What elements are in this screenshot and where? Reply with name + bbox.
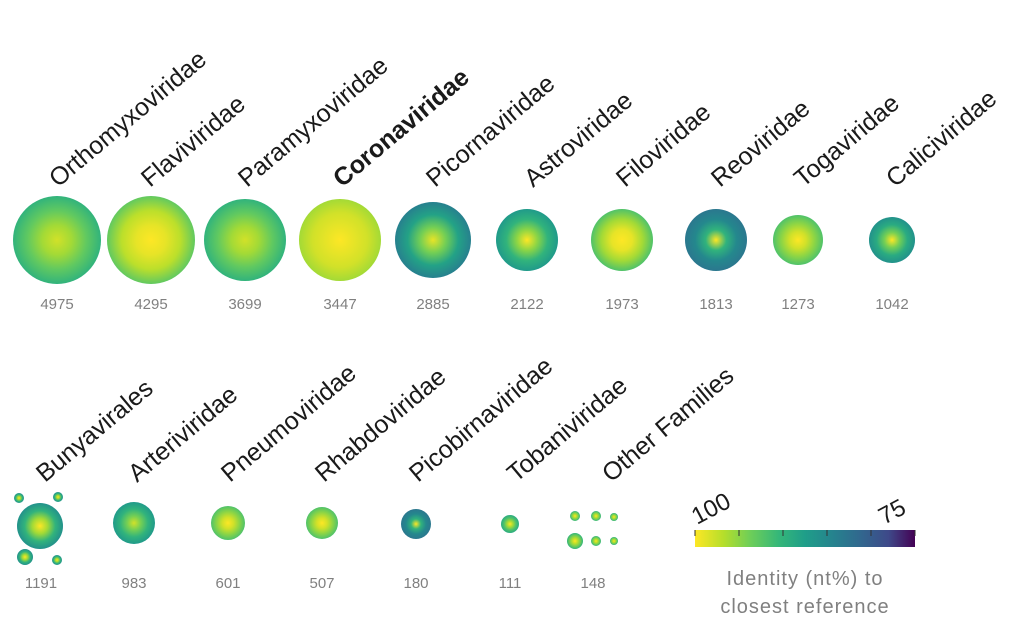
count-rhabdoviridae: 507 bbox=[309, 575, 334, 592]
bubble-astroviridae bbox=[496, 209, 558, 271]
colorbar-gradient bbox=[695, 530, 915, 547]
bubble-tobaniviridae bbox=[501, 515, 519, 533]
count-togaviridae: 1273 bbox=[781, 296, 814, 313]
bubble-flaviviridae bbox=[107, 196, 195, 284]
bubble-other-families-5 bbox=[591, 536, 601, 546]
bubble-other-families-3 bbox=[610, 513, 618, 521]
count-arteriviridae: 983 bbox=[121, 575, 146, 592]
bubble-picobirnaviridae bbox=[401, 509, 431, 539]
bubble-bunyavirales-small-4 bbox=[52, 555, 62, 565]
bubble-picornaviridae bbox=[395, 202, 471, 278]
count-bunyavirales: 1191 bbox=[25, 575, 57, 592]
bubble-bunyavirales-small-2 bbox=[53, 492, 63, 502]
colorbar: 100 75 Identity (nt%) to closest referen… bbox=[687, 488, 916, 618]
bubble-togaviridae bbox=[773, 215, 823, 265]
count-pneumoviridae: 601 bbox=[215, 575, 240, 592]
bubble-pneumoviridae bbox=[211, 506, 245, 540]
bubble-other-families-4 bbox=[567, 533, 583, 549]
bubble-orthomyxoviridae bbox=[13, 196, 101, 284]
bubble-other-families-6 bbox=[610, 537, 618, 545]
count-picobirnaviridae: 180 bbox=[403, 575, 428, 592]
count-reoviridae: 1813 bbox=[699, 296, 732, 313]
count-caliciviridae: 1042 bbox=[875, 296, 908, 313]
bubble-reoviridae bbox=[685, 209, 747, 271]
colorbar-title-line1: Identity (nt%) to bbox=[726, 568, 883, 590]
family-label-orthomyxoviridae: Orthomyxoviridae bbox=[44, 45, 212, 192]
bubble-other-families-1 bbox=[570, 511, 580, 521]
bubble-bunyavirales-small-3 bbox=[17, 549, 33, 565]
colorbar-title-line2: closest reference bbox=[720, 596, 889, 618]
bubble-other-families-2 bbox=[591, 511, 601, 521]
bubble-paramyxoviridae bbox=[204, 199, 286, 281]
colorbar-tick-min: 100 bbox=[687, 488, 735, 531]
count-flaviviridae: 4295 bbox=[134, 296, 167, 313]
count-other-families: 148 bbox=[580, 575, 605, 592]
count-picornaviridae: 2885 bbox=[416, 296, 449, 313]
bubble-bunyavirales bbox=[17, 503, 63, 549]
bubble-rhabdoviridae bbox=[306, 507, 338, 539]
colorbar-tick-max: 75 bbox=[874, 494, 910, 530]
count-orthomyxoviridae: 4975 bbox=[40, 296, 73, 313]
family-label-caliciviridae: Caliciviridae bbox=[881, 85, 1002, 193]
bubble-arteriviridae bbox=[113, 502, 155, 544]
bubble-caliciviridae bbox=[869, 217, 915, 263]
bubble-coronaviridae bbox=[299, 199, 381, 281]
count-paramyxoviridae: 3699 bbox=[228, 296, 261, 313]
bubble-filoviridae bbox=[591, 209, 653, 271]
count-coronaviridae: 3447 bbox=[323, 296, 356, 313]
count-astroviridae: 2122 bbox=[510, 296, 543, 313]
count-tobaniviridae: 111 bbox=[499, 575, 522, 592]
count-filoviridae: 1973 bbox=[605, 296, 638, 313]
bubble-bunyavirales-small-1 bbox=[14, 493, 24, 503]
